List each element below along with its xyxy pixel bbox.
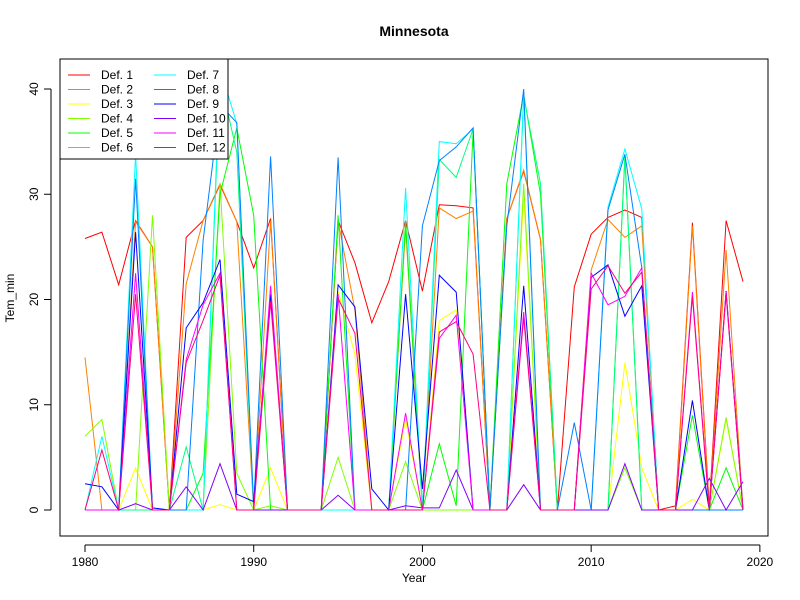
x-tick-label: 1980: [72, 555, 99, 569]
y-axis-label: Tem_min: [3, 274, 17, 323]
y-axis: 0 10 20 30 40: [27, 82, 52, 513]
legend-label-1: Def. 1: [101, 68, 133, 82]
legend-label-9: Def. 9: [187, 97, 219, 111]
series-line-7: [84, 67, 743, 511]
y-tick-label: 40: [27, 82, 41, 96]
legend-label-10: Def. 10: [187, 112, 226, 126]
chart-title: Minnesota: [379, 23, 448, 39]
series-line-9: [84, 232, 744, 512]
x-axis-label: Year: [402, 571, 426, 585]
y-tick-label: 20: [27, 293, 41, 307]
x-tick-label: 1990: [240, 555, 267, 569]
legend-label-7: Def. 7: [187, 68, 219, 82]
x-tick-label: 2000: [409, 555, 436, 569]
x-axis: 1980 1990 2000 2010 2020: [72, 544, 774, 569]
y-tick-label: 10: [27, 398, 41, 412]
series-line-10: [85, 462, 744, 512]
plot-frame: [59, 58, 769, 537]
legend-label-11: Def. 11: [187, 126, 225, 140]
legend-label-3: Def. 3: [101, 97, 133, 111]
legend-label-12: Def. 12: [187, 141, 226, 155]
series-line-8: [85, 88, 743, 511]
x-tick-label: 2010: [578, 555, 605, 569]
y-tick-label: 30: [27, 187, 41, 201]
series-line-12: [84, 264, 744, 511]
legend-label-6: Def. 6: [101, 141, 133, 155]
legend-label-4: Def. 4: [101, 112, 133, 126]
legend-label-2: Def. 2: [101, 83, 133, 97]
legend-label-8: Def. 8: [187, 83, 219, 97]
y-tick-label: 0: [27, 506, 41, 513]
legend-box: [59, 58, 229, 160]
x-tick-label: 2020: [747, 555, 774, 569]
legend-label-5: Def. 5: [101, 126, 133, 140]
series-layer: [84, 67, 744, 512]
